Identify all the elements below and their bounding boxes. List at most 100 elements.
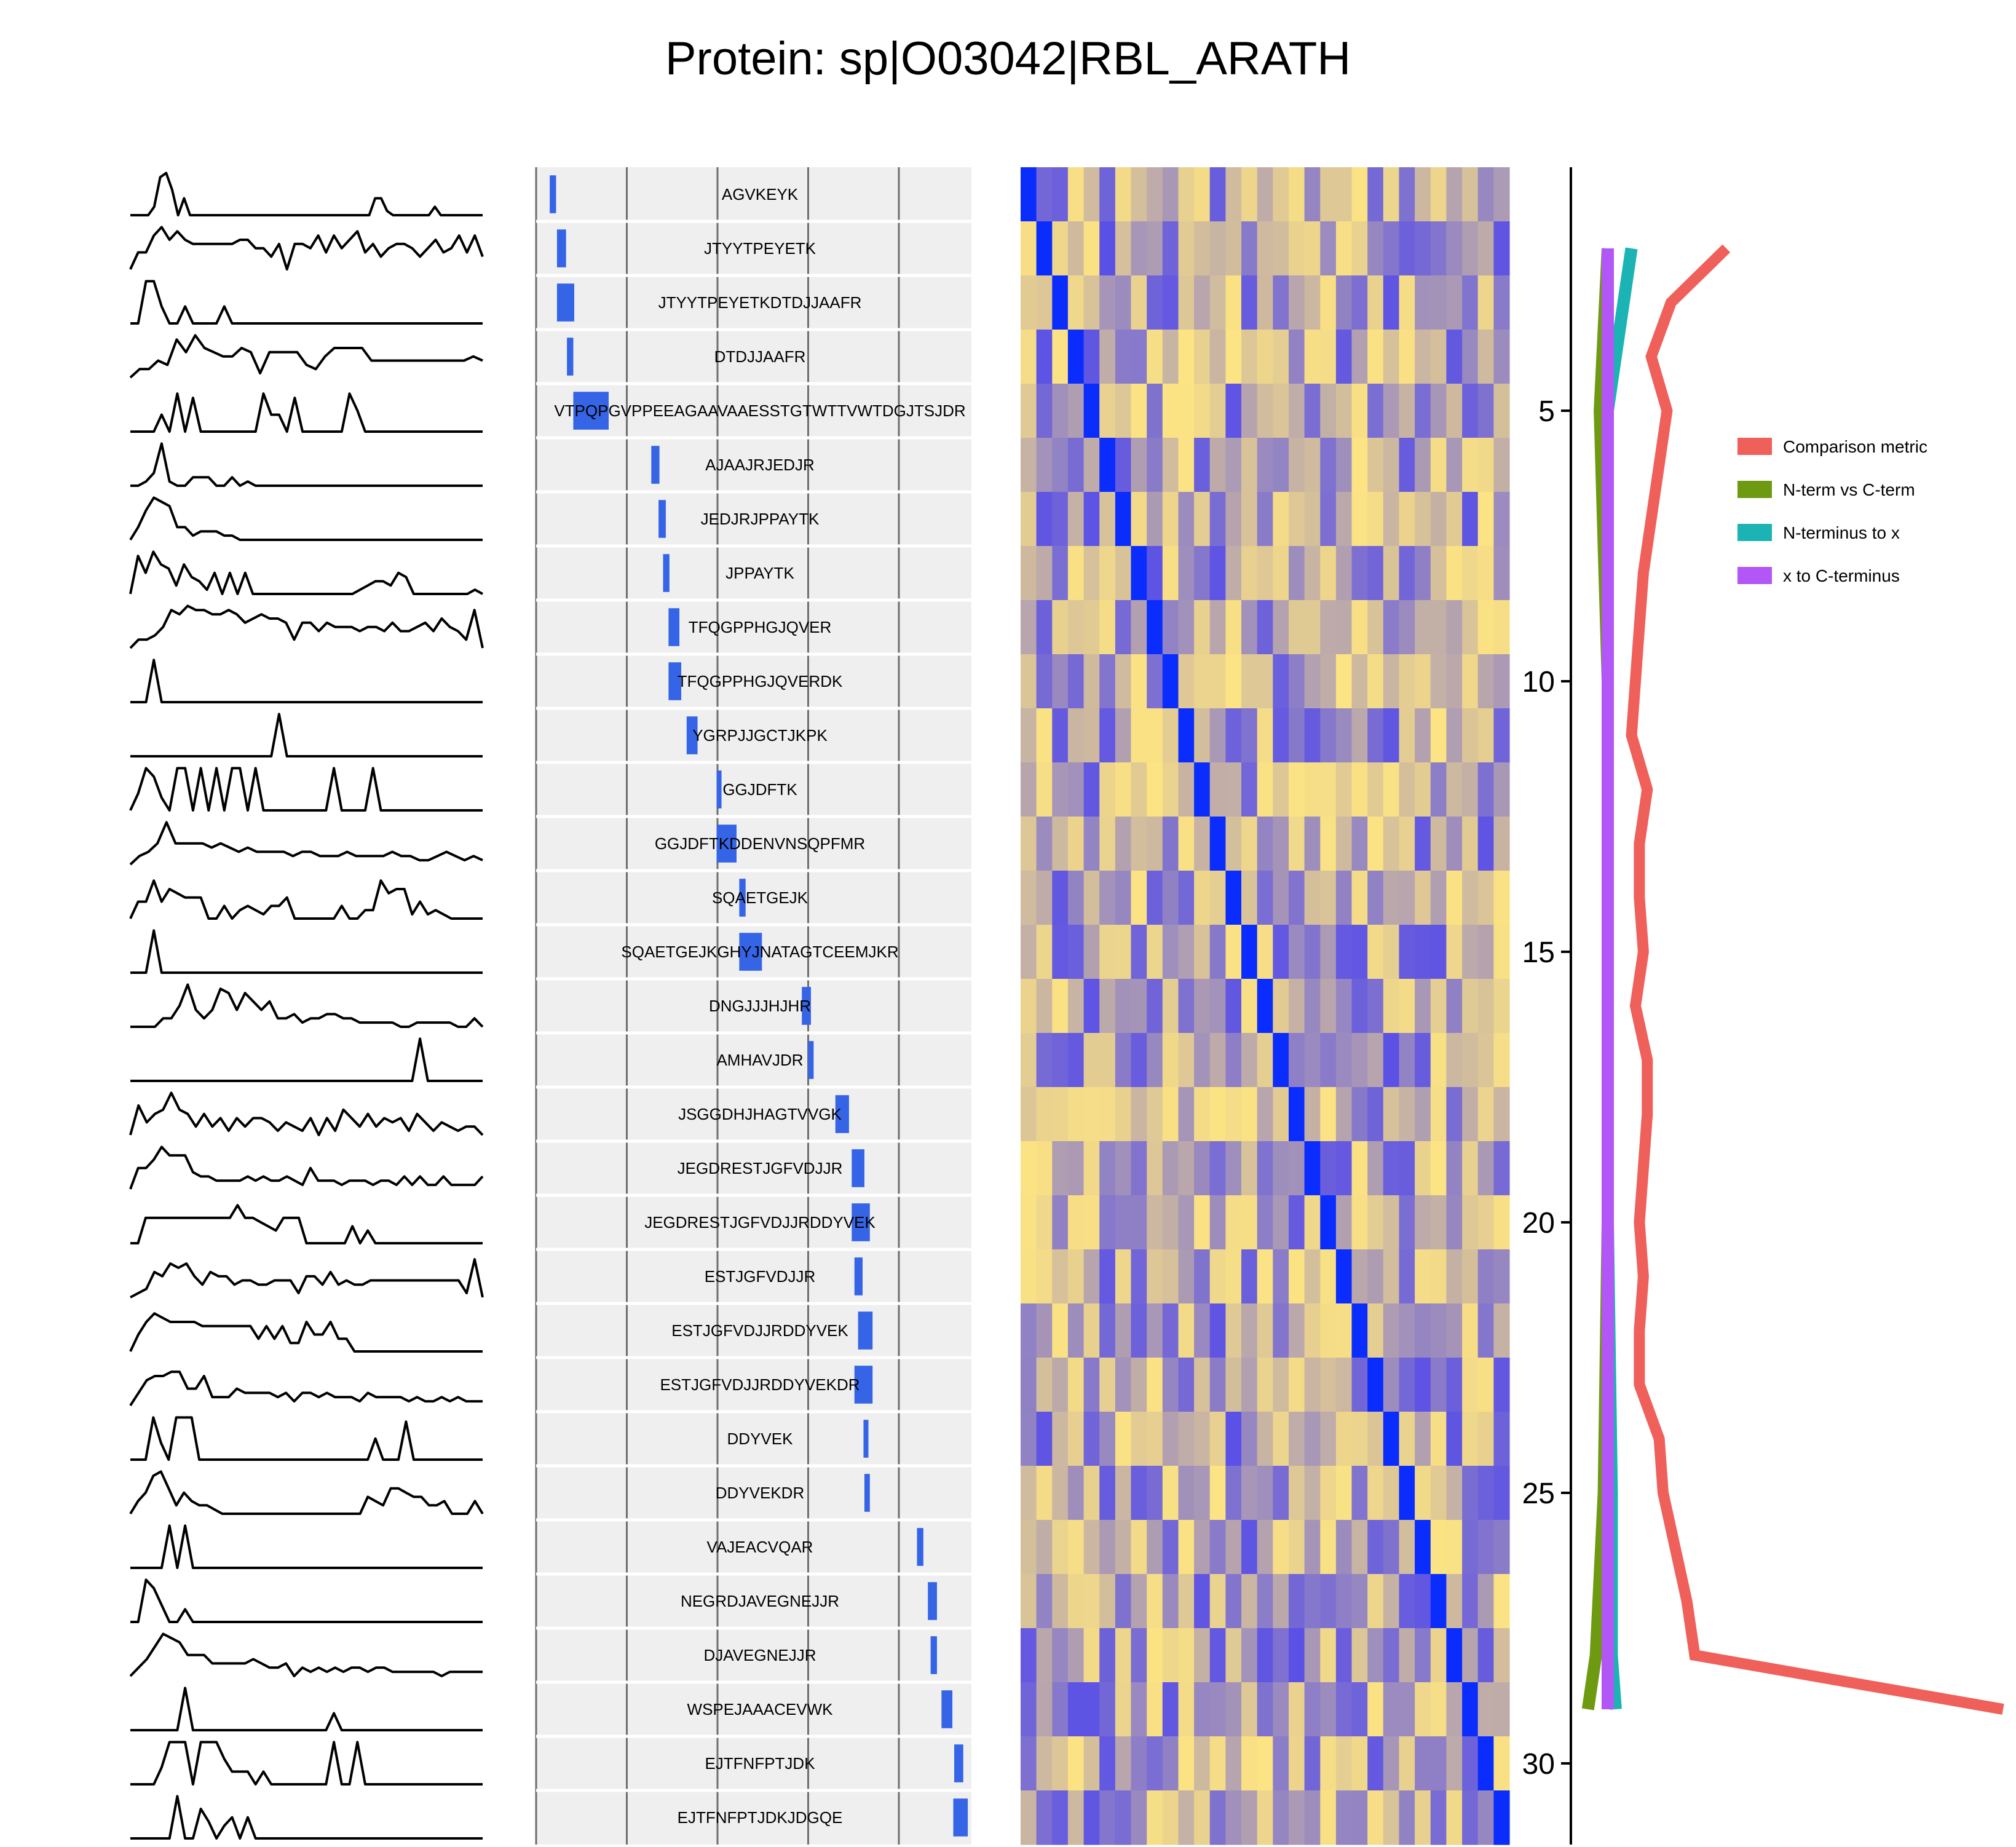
heatmap-cell	[1178, 1358, 1195, 1412]
heatmap-cell	[1351, 167, 1368, 222]
heatmap-cell	[1225, 1033, 1242, 1088]
heatmap-cell	[1147, 871, 1163, 925]
heatmap-cell	[1099, 221, 1116, 276]
heatmap-cell	[1147, 925, 1163, 979]
heatmap-cell	[1131, 167, 1147, 222]
heatmap-cell	[1021, 1520, 1037, 1575]
heatmap-cell	[1304, 925, 1321, 979]
heatmap-cell	[1147, 1628, 1163, 1683]
heatmap-cell	[1430, 221, 1447, 276]
heatmap-cell	[1115, 1141, 1132, 1196]
heatmap-cell	[1462, 1033, 1479, 1088]
peptide-label: DDYVEK	[727, 1430, 794, 1448]
heatmap-cell	[1257, 925, 1273, 979]
heatmap-cell	[1036, 1141, 1053, 1196]
heatmap-cell	[1241, 1195, 1258, 1250]
heatmap-cell	[1335, 221, 1353, 276]
heatmap-cell	[1367, 275, 1384, 330]
heatmap-cell	[1225, 221, 1242, 276]
heatmap-cell	[1446, 600, 1463, 655]
heatmap-cell	[1162, 1520, 1179, 1575]
heatmap-cell	[1446, 546, 1463, 601]
heatmap-cell	[1351, 1790, 1368, 1845]
coverage-bar	[556, 229, 566, 267]
heatmap-cell	[1430, 1790, 1447, 1845]
heatmap-cell	[1083, 1249, 1100, 1304]
heatmap-cell	[1383, 1358, 1399, 1412]
heatmap-cell	[1399, 600, 1415, 655]
heatmap-cell	[1351, 708, 1368, 763]
heatmap-cell	[1430, 654, 1447, 709]
heatmap-cell	[1462, 871, 1479, 925]
heatmap-cell	[1131, 708, 1147, 763]
heatmap-cell	[1446, 167, 1463, 222]
heatmap-cell	[1067, 1628, 1085, 1683]
heatmap-cell	[1021, 1736, 1037, 1791]
heatmap-cell	[1399, 1249, 1415, 1304]
heatmap-cell	[1052, 1790, 1069, 1845]
heatmap-cell	[1399, 654, 1415, 709]
heatmap-cell	[1367, 708, 1384, 763]
heatmap-cell	[1241, 654, 1258, 709]
heatmap-cell	[1383, 1141, 1399, 1196]
heatmap-cell	[1036, 330, 1053, 384]
heatmap-cell	[1351, 546, 1368, 601]
heatmap-cell	[1257, 492, 1273, 547]
heatmap-cell	[1052, 546, 1069, 601]
heatmap-cell	[1462, 1574, 1479, 1629]
heatmap-cell	[1052, 871, 1069, 925]
heatmap-cell	[1099, 1303, 1116, 1358]
trace-line	[130, 1741, 483, 1786]
heatmap-cell	[1462, 1466, 1479, 1521]
metric-line	[1626, 244, 2004, 1715]
heatmap-cell	[1477, 1141, 1494, 1196]
heatmap-cell	[1320, 654, 1337, 709]
heatmap-cell	[1351, 1195, 1368, 1250]
heatmap-cell	[1036, 438, 1053, 492]
peptide-label: SQAETGEJK	[712, 888, 808, 907]
peptide-label: SQAETGEJKGHYJNATAGTCEEMJKR	[621, 943, 898, 961]
heatmap-cell	[1399, 979, 1415, 1034]
heatmap-cell	[1289, 1249, 1305, 1304]
trace-line	[129, 226, 484, 271]
heatmap-cell	[1462, 1087, 1479, 1142]
heatmap-cell	[1083, 1466, 1100, 1521]
heatmap-cell	[1351, 275, 1368, 330]
heatmap-cell	[1399, 167, 1415, 222]
heatmap-cell	[1289, 1141, 1305, 1196]
heatmap-cell	[1021, 1682, 1037, 1737]
trace-line	[129, 879, 483, 920]
heatmap-cell	[1320, 871, 1337, 925]
heatmap-cell	[1115, 492, 1132, 547]
heatmap-cell	[1194, 1358, 1211, 1412]
heatmap-cell	[1099, 1574, 1116, 1629]
heatmap-cell	[1083, 546, 1100, 601]
heatmap-cell	[1446, 330, 1463, 384]
heatmap-cell	[1178, 1574, 1195, 1629]
heatmap-cell	[1367, 1790, 1384, 1845]
heatmap-cell	[1335, 925, 1353, 979]
heatmap-cell	[1241, 1141, 1258, 1196]
heatmap-cell	[1115, 384, 1132, 438]
heatmap-cell	[1477, 1682, 1494, 1737]
heatmap-cell	[1304, 546, 1321, 601]
heatmap-cell	[1083, 1303, 1100, 1358]
trace-line	[130, 713, 483, 757]
heatmap-cell	[1335, 1466, 1353, 1521]
trace-line	[129, 821, 483, 866]
heatmap-cell	[1115, 1520, 1132, 1575]
heatmap-cell	[1430, 1033, 1447, 1088]
heatmap-cell	[1036, 1682, 1053, 1737]
heatmap-cell	[1493, 871, 1510, 925]
heatmap-cell	[1131, 871, 1147, 925]
heatmap-cell	[1147, 330, 1163, 384]
heatmap-cell	[1194, 600, 1211, 655]
heatmap-cell	[1415, 1736, 1431, 1791]
heatmap-cell	[1493, 330, 1510, 384]
coverage-bar	[852, 1203, 870, 1241]
heatmap-cell	[1446, 1682, 1463, 1737]
heatmap-cell	[1399, 817, 1415, 871]
heatmap-cell	[1052, 817, 1069, 871]
heatmap-panel	[1021, 167, 1510, 1845]
heatmap-cell	[1383, 979, 1399, 1034]
